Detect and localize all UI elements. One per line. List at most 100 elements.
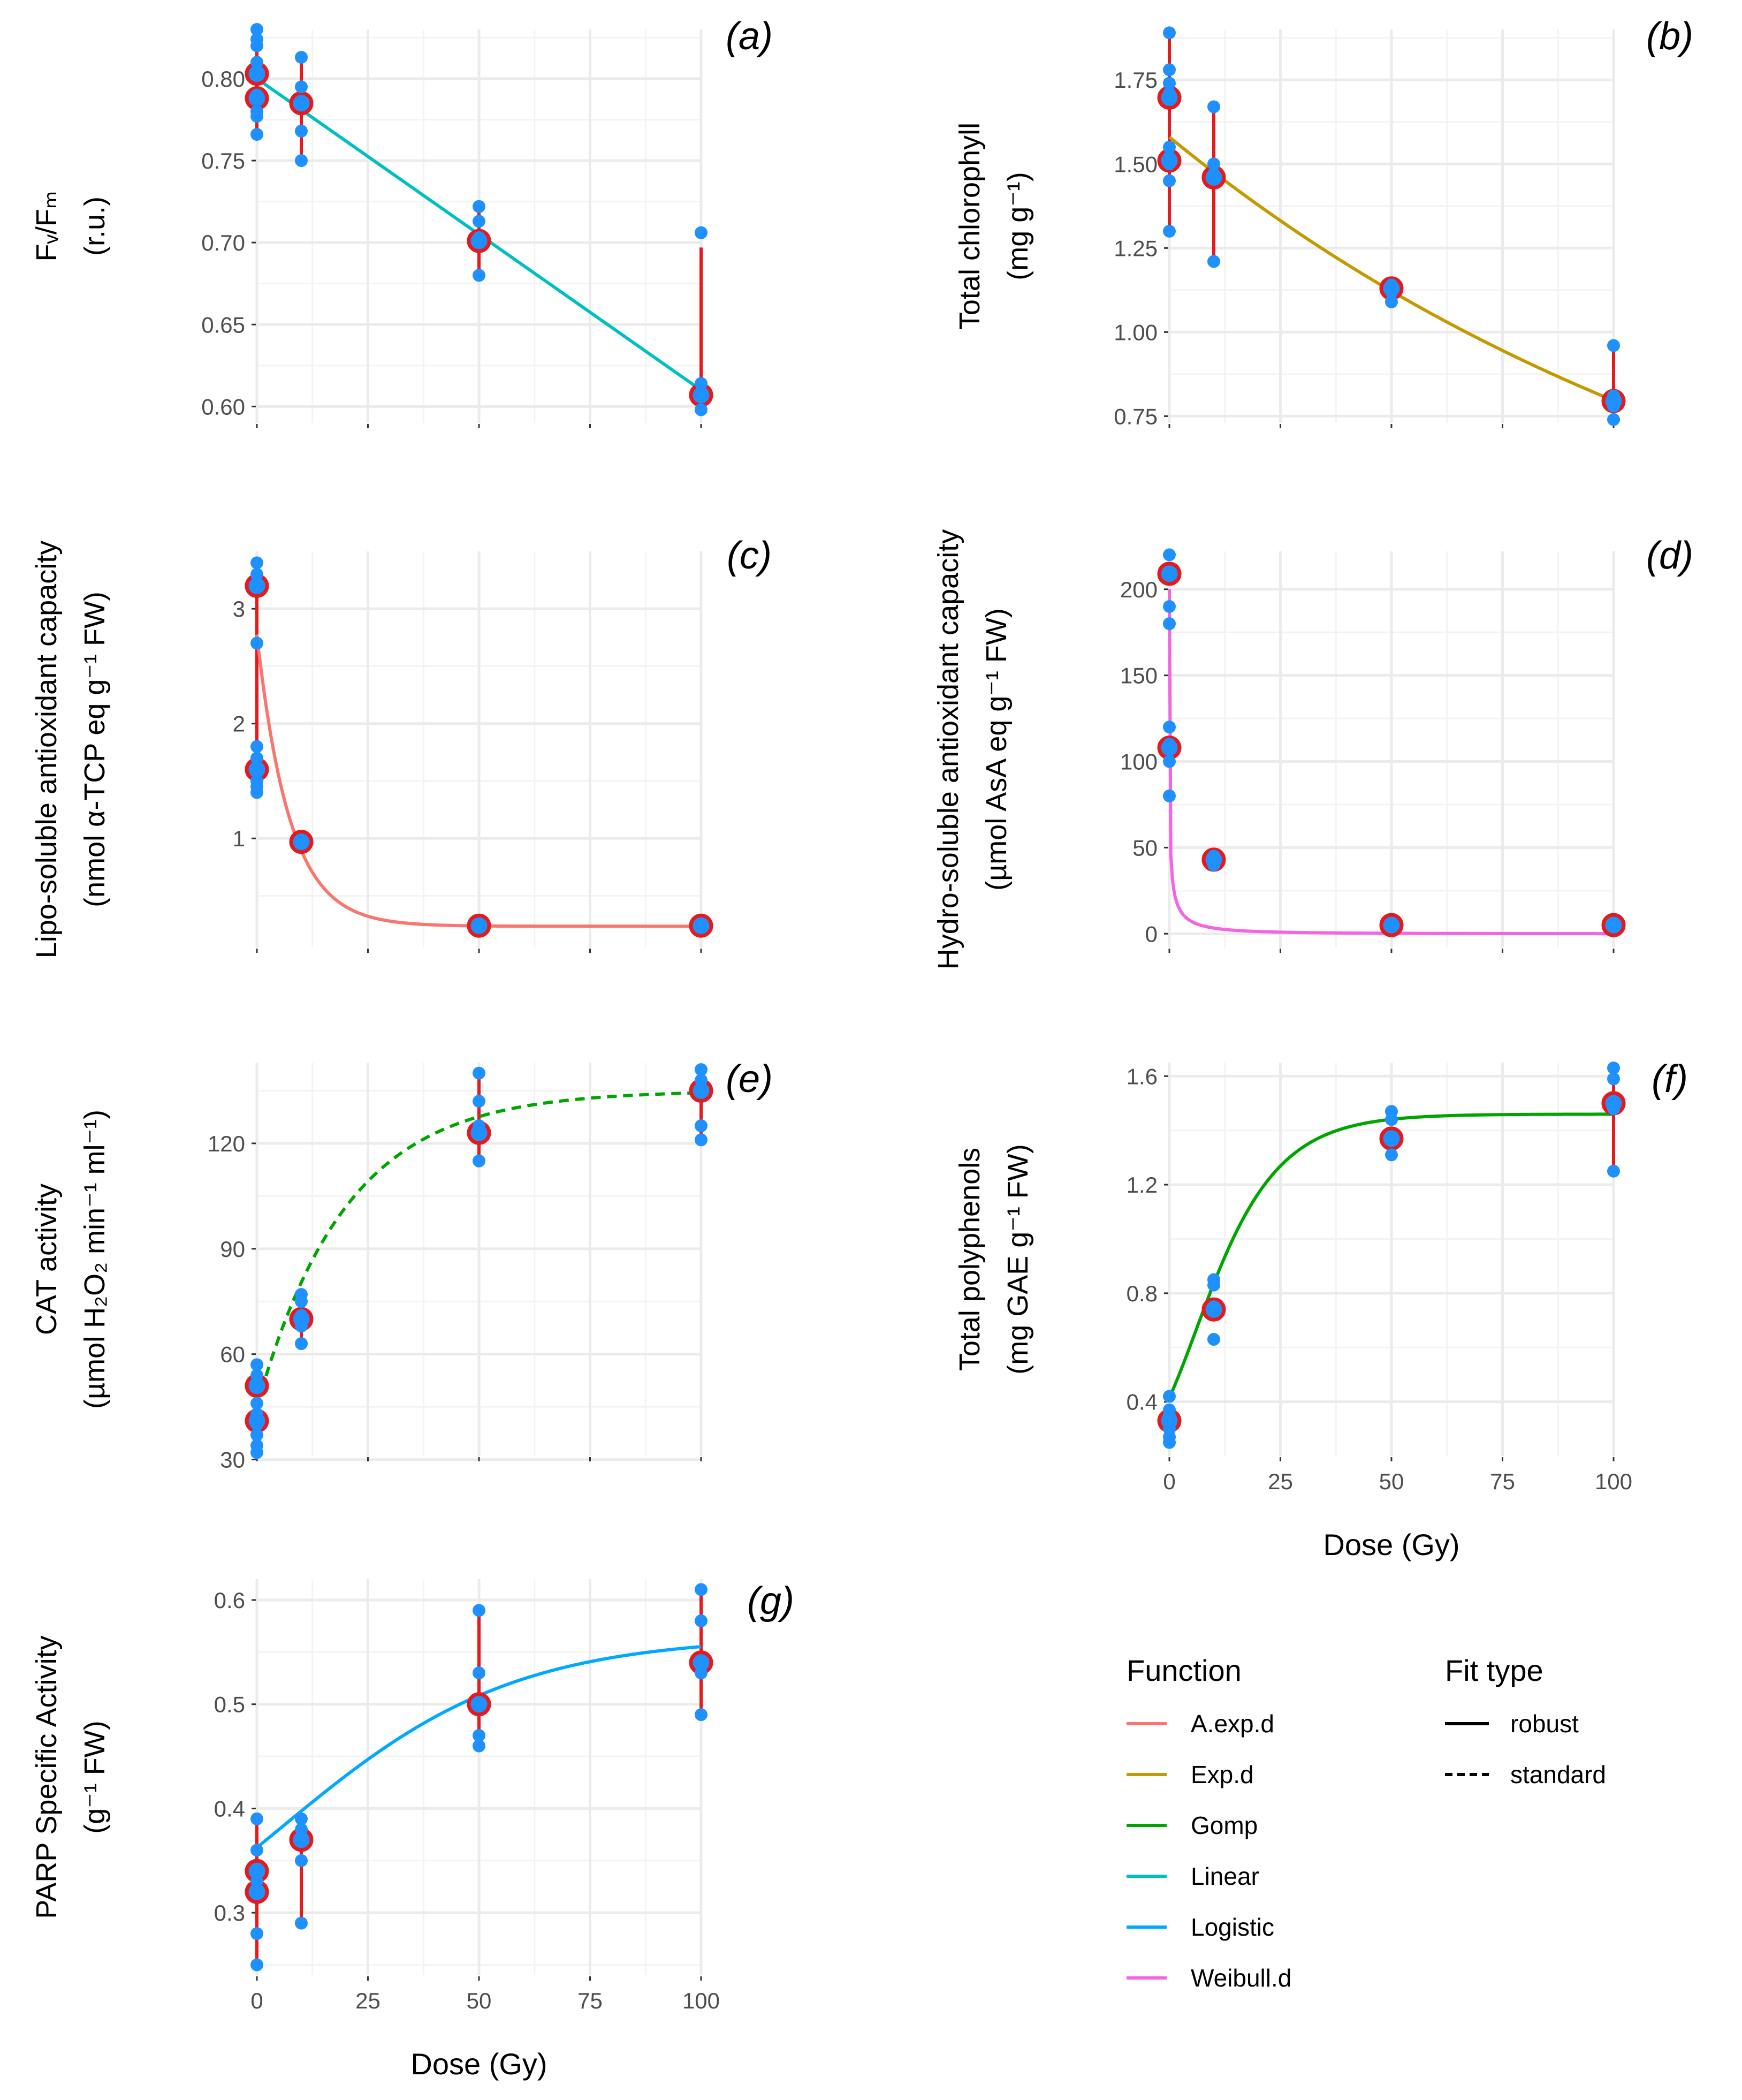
panel-e: 30 60 90 120 CAT activity (µmol H₂O₂ min⁻¹ ml… [31,1058,773,1473]
y-tick-label: 2 [233,711,245,737]
data-point [250,56,263,69]
data-point [1163,224,1176,238]
data-point [250,1417,263,1431]
y-axis-label: Hydro-soluble antioxidant capacity [932,529,964,969]
y-axis-label: (µmol AsA eq g⁻¹ FW) [980,608,1013,891]
data-point [473,200,485,213]
data-point [250,1927,263,1940]
data-point [1207,1300,1220,1314]
legend-label: Weibull.d [1191,1964,1291,1992]
data-point [1607,399,1620,413]
data-point [473,1154,485,1167]
data-point [250,763,263,776]
data-point [1163,738,1176,751]
data-point [1163,63,1176,77]
data-point [1607,339,1620,352]
data-point [1385,1113,1398,1126]
y-tick-label: 1.75 [1114,67,1158,93]
y-tick-label: 150 [1120,663,1158,688]
data-point [695,1583,708,1596]
legend-function-title: Function [1127,1654,1242,1687]
data-point [1163,77,1176,90]
data-point [695,1708,708,1722]
x-tick-label: 0 [1163,1469,1175,1494]
data-point [1207,168,1220,181]
data-point [695,1063,708,1076]
y-axis-label: CAT activity [31,1184,63,1335]
data-point [1163,565,1176,579]
panel-f: 0.4 0.8 1.2 1.6 0 25 50 75 100 Total polyphenols (… [954,1058,1688,1561]
data-point [295,1337,308,1350]
y-tick-label: 1.6 [1127,1064,1158,1089]
data-point [1207,100,1220,113]
y-axis-label: (mg GAE g⁻¹ FW) [1002,1144,1034,1375]
data-point [695,386,708,400]
data-point [295,1823,308,1836]
y-tick-label: 0.8 [1127,1281,1158,1306]
data-point [473,1697,485,1711]
data-point [250,23,263,36]
legend-label: Gomp [1191,1811,1258,1839]
data-point [695,919,708,933]
x-tick-label: 100 [682,1988,720,2013]
panel-c: 1 2 3 Lipo-soluble antioxidant capacity (nmo… [31,534,772,958]
y-tick-label: 1 [233,826,245,851]
x-tick-label: 75 [1490,1469,1515,1494]
data-point [473,1729,485,1742]
data-point [1207,1278,1220,1292]
data-point [695,1614,708,1627]
data-point [1163,140,1176,154]
data-point [695,226,708,239]
data-point [1607,1062,1620,1075]
y-tick-label: 0.4 [1127,1390,1158,1415]
data-point [250,752,263,765]
data-point [295,835,308,848]
data-point [250,1958,263,1972]
y-axis-label: Total polyphenols [954,1148,986,1371]
data-point [250,110,263,123]
data-point [1207,255,1220,268]
data-point [250,1397,263,1410]
data-point [250,1369,263,1382]
data-point [295,1854,308,1867]
y-axis-label: (µmol H₂O₂ min⁻¹ ml⁻¹) [79,1110,111,1409]
x-tick-label: 25 [355,1988,381,2013]
y-tick-label: 0.4 [214,1796,245,1821]
legend-fit-types: robust standard [1445,1710,1606,1788]
legend-label: Linear [1191,1862,1259,1890]
data-point [250,128,263,141]
data-point [1385,285,1398,298]
data-point [473,231,485,244]
data-point [1607,389,1620,403]
y-axis-label: PARP Specific Activity [31,1635,63,1919]
data-point [250,1812,263,1825]
y-tick-label: 1.50 [1114,151,1158,177]
fit-curve [255,1091,702,1407]
legend: Function A.exp.d Exp.d Gomp Linear Logistic W… [1127,1654,1606,1992]
y-tick-label: 60 [220,1342,245,1367]
data-point [473,1739,485,1753]
mean-point [1379,1126,1404,1151]
y-tick-label: 0.80 [201,66,245,92]
data-point [295,51,308,64]
data-point [250,88,263,102]
data-point [1163,789,1176,802]
panel-g: 0.3 0.4 0.5 0.6 0 25 50 75 100 PARP Specific Acti… [31,1579,794,2081]
data-point [473,1604,485,1617]
data-point [250,1446,263,1459]
data-point [695,1666,708,1680]
x-tick-label: 50 [467,1988,492,2013]
data-point [473,1095,485,1108]
y-tick-label: 0.6 [214,1588,245,1613]
data-point [250,1864,263,1878]
x-tick-label: 75 [577,1988,603,2013]
data-point [1607,1164,1620,1178]
y-tick-label: 0.75 [201,148,245,173]
data-point [473,919,485,933]
panel-b: 0.75 1.00 1.25 1.50 1.75 Total chlorophyll (mg… [954,15,1693,429]
data-point [1385,916,1398,930]
data-point [295,95,308,108]
y-tick-label: 1.25 [1114,236,1158,261]
data-point [695,403,708,416]
